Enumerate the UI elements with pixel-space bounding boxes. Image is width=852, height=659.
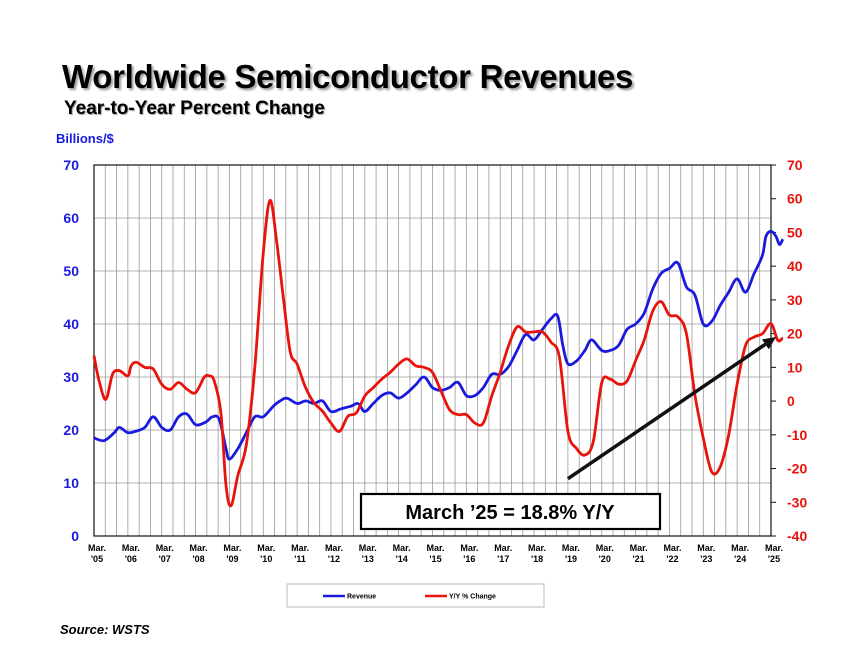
x-tick-label-year: '16 xyxy=(463,554,475,564)
left-tick-label: 10 xyxy=(63,475,79,491)
x-tick-label-month: Mar. xyxy=(731,543,749,553)
callout-text: March ’25 = 18.8% Y/Y xyxy=(405,502,615,524)
right-tick-label: 10 xyxy=(787,359,803,375)
x-tick-label-month: Mar. xyxy=(359,543,377,553)
x-tick-label-year: '11 xyxy=(294,554,306,564)
chart-subtitle: Year-to-Year Percent Change xyxy=(64,98,325,119)
plot-area-frame xyxy=(93,164,772,537)
gridlines xyxy=(94,165,771,536)
x-tick-label-year: '19 xyxy=(565,554,577,564)
right-tick-label: -30 xyxy=(787,494,807,510)
left-tick-label: 70 xyxy=(63,157,79,173)
x-tick-label-month: Mar. xyxy=(257,543,275,553)
x-tick-label-month: Mar. xyxy=(223,543,241,553)
x-tick-label-year: '18 xyxy=(531,554,543,564)
trend-arrow-head xyxy=(762,337,777,350)
x-tick-label-month: Mar. xyxy=(765,543,783,553)
left-tick-label: 50 xyxy=(63,263,79,279)
x-tick-label-year: '23 xyxy=(700,554,712,564)
right-tick-label: 0 xyxy=(787,393,795,409)
x-tick-label-year: '06 xyxy=(125,554,137,564)
source-note: Source: WSTS xyxy=(60,622,150,637)
callout-box: March ’25 = 18.8% Y/Y xyxy=(359,492,662,531)
right-axis-ticks: 70 60 50 40 30 20 10 0 -10 -20 -30 -40 xyxy=(771,157,807,544)
x-tick-label-month: Mar. xyxy=(562,543,580,553)
x-tick-label-month: Mar. xyxy=(156,543,174,553)
x-tick-label-year: '08 xyxy=(192,554,204,564)
x-tick-label-year: '24 xyxy=(734,554,746,564)
callout-frame xyxy=(359,492,662,531)
x-axis-ticks: Mar.'05Mar.'06Mar.'07Mar.'08Mar.'09Mar.'… xyxy=(88,543,783,564)
x-tick-label-year: '21 xyxy=(633,554,645,564)
right-tick-label: 50 xyxy=(787,224,803,240)
x-tick-label-month: Mar. xyxy=(325,543,343,553)
x-tick-label-year: '14 xyxy=(396,554,408,564)
legend-frame xyxy=(286,583,545,608)
left-tick-label: 60 xyxy=(63,210,79,226)
trend-arrow-shaft xyxy=(566,342,767,481)
trend-arrow xyxy=(566,337,777,481)
left-tick-label: 20 xyxy=(63,422,79,438)
x-tick-label-month: Mar. xyxy=(697,543,715,553)
x-tick-label-month: Mar. xyxy=(88,543,106,553)
x-tick-label-month: Mar. xyxy=(663,543,681,553)
x-tick-label-year: '10 xyxy=(260,554,272,564)
right-tick-label: -20 xyxy=(787,461,807,477)
right-tick-label: 60 xyxy=(787,191,803,207)
x-tick-label-month: Mar. xyxy=(190,543,208,553)
y-axis-unit-label: Billions/$ xyxy=(56,131,114,146)
left-axis-ticks: 70 60 50 40 30 20 10 0 xyxy=(63,157,79,544)
x-tick-label-month: Mar. xyxy=(494,543,512,553)
x-tick-label-year: '25 xyxy=(768,554,780,564)
right-tick-label: -10 xyxy=(787,427,807,443)
left-tick-label: 30 xyxy=(63,369,79,385)
x-tick-label-year: '13 xyxy=(362,554,374,564)
x-tick-label-month: Mar. xyxy=(596,543,614,553)
x-tick-label-year: '22 xyxy=(666,554,678,564)
x-tick-label-year: '15 xyxy=(429,554,441,564)
x-tick-label-year: '09 xyxy=(226,554,238,564)
x-tick-label-month: Mar. xyxy=(630,543,648,553)
x-tick-label-month: Mar. xyxy=(393,543,411,553)
left-tick-label: 40 xyxy=(63,316,79,332)
right-tick-label: 70 xyxy=(787,157,803,173)
x-tick-label-month: Mar. xyxy=(460,543,478,553)
right-tick-label: 40 xyxy=(787,258,803,274)
legend-label-yoy: Y/Y % Change xyxy=(449,594,496,601)
right-tick-label: 20 xyxy=(787,326,803,342)
x-tick-label-year: '20 xyxy=(599,554,611,564)
x-tick-label-year: '17 xyxy=(497,554,509,564)
x-tick-label-year: '12 xyxy=(328,554,340,564)
x-tick-label-month: Mar. xyxy=(426,543,444,553)
right-tick-label: 30 xyxy=(787,292,803,308)
left-tick-label: 0 xyxy=(71,528,79,544)
x-tick-label-month: Mar. xyxy=(528,543,546,553)
right-tick-label: -40 xyxy=(787,528,807,544)
chart-title: Worldwide Semiconductor Revenues xyxy=(62,58,634,95)
legend-label-revenue: Revenue xyxy=(347,594,376,601)
series-line-yoy-change xyxy=(92,198,784,508)
x-tick-label-year: '05 xyxy=(91,554,103,564)
x-tick-label-month: Mar. xyxy=(291,543,309,553)
legend: Revenue Y/Y % Change xyxy=(286,583,545,608)
x-tick-label-month: Mar. xyxy=(122,543,140,553)
series-line-revenue xyxy=(93,229,785,461)
x-tick-label-year: '07 xyxy=(159,554,171,564)
